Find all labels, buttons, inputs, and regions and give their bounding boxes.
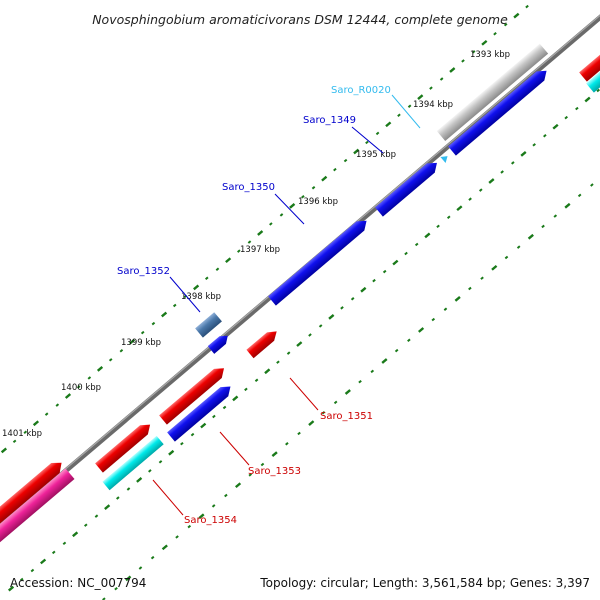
- gene-label-saro-1352[interactable]: Saro_1352: [117, 266, 170, 277]
- tick-label-1399: 1399 kbp: [121, 338, 161, 348]
- tick-track-outer: [0, 4, 529, 454]
- tick-label-1393: 1393 kbp: [470, 50, 510, 60]
- gene-label-saro-1353[interactable]: Saro_1353: [248, 466, 301, 477]
- gene-saro-1352-block[interactable]: [195, 312, 222, 338]
- accession-label: Accession: NC_007794: [10, 576, 147, 590]
- tick-labels: 1393 kbp 1394 kbp 1395 kbp 1396 kbp 1397…: [2, 50, 510, 439]
- tick-track-innermost: [102, 183, 594, 600]
- tick-label-1394: 1394 kbp: [413, 100, 453, 110]
- gene-saro-1350b-arrow[interactable]: [268, 216, 370, 306]
- gene-saro-1352-arrow[interactable]: [207, 332, 231, 354]
- gene-red-right-arrow[interactable]: [579, 47, 600, 82]
- gene-red-left-arrow[interactable]: [0, 458, 66, 537]
- topology-label: Topology: circular; Length: 3,561,584 bp…: [260, 576, 590, 590]
- gene-blue-lower-arrow[interactable]: [167, 382, 234, 442]
- map-title: Novosphingobium aromaticivorans DSM 1244…: [92, 12, 508, 27]
- tick-label-1401: 1401 kbp: [2, 429, 42, 439]
- gene-callouts: [152, 94, 421, 516]
- gene-saro-1349-arrow[interactable]: [448, 66, 550, 156]
- gene-label-saro-1349[interactable]: Saro_1349: [303, 115, 356, 126]
- gene-saro-1351-arrow[interactable]: [246, 327, 280, 359]
- gene-label-saro-1351[interactable]: Saro_1351: [320, 411, 373, 422]
- tick-label-1398: 1398 kbp: [181, 292, 221, 302]
- gene-label-saro-r0020[interactable]: Saro_R0020: [331, 85, 391, 96]
- gene-saro-r0020-arrow[interactable]: [440, 153, 450, 164]
- gene-label-saro-1350[interactable]: Saro_1350: [222, 182, 275, 193]
- tick-label-1400: 1400 kbp: [61, 383, 101, 393]
- gene-saro-1350-arrow[interactable]: [375, 158, 441, 217]
- tick-label-1397: 1397 kbp: [240, 245, 280, 255]
- gene-saro-1353-arrow[interactable]: [159, 364, 228, 425]
- gc-pink-block[interactable]: [0, 468, 75, 556]
- gc-cyan-block[interactable]: [102, 435, 164, 491]
- gene-features: [0, 43, 600, 556]
- gene-labels[interactable]: Saro_R0020 Saro_1349 Saro_1350 Saro_1352…: [117, 85, 391, 526]
- gene-label-saro-1354[interactable]: Saro_1354: [184, 515, 237, 526]
- tick-label-1395: 1395 kbp: [356, 150, 396, 160]
- gc-gray-block[interactable]: [436, 43, 549, 141]
- gc-cyan-right-block[interactable]: [586, 64, 600, 93]
- tick-track-inner: [7, 88, 600, 592]
- tick-label-1396: 1396 kbp: [298, 197, 338, 207]
- gene-saro-1354-arrow[interactable]: [95, 420, 154, 473]
